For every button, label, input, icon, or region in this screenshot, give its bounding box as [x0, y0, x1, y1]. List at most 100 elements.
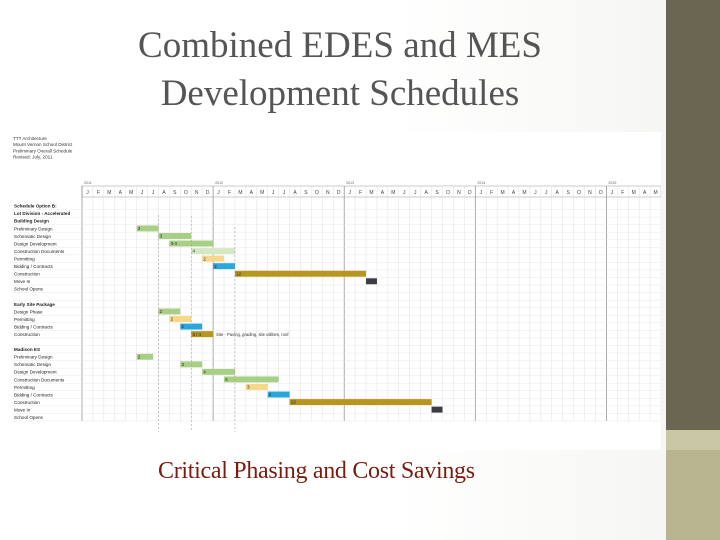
site-annotation: Site - Paving, grading, site utilities, … — [216, 332, 289, 337]
bar-duration-label: 2 — [182, 324, 185, 329]
month-label: S — [435, 190, 439, 196]
bar-duration-label: 2 — [138, 354, 141, 359]
month-label: J — [545, 190, 548, 196]
row-label: Schedule Option B: — [14, 204, 57, 209]
sidebar-decoration-band — [666, 430, 720, 450]
slide-title-line-1: Combined EDES and MES — [138, 25, 542, 66]
month-label: M — [522, 190, 526, 196]
chart-header-line: Preliminary Overall Schedule — [13, 148, 73, 153]
year-label: 2014 — [477, 181, 485, 185]
month-label: N — [195, 190, 199, 196]
chart-header-line: TTT Architecture — [13, 136, 47, 141]
month-label: A — [250, 190, 254, 196]
month-label: O — [315, 190, 319, 196]
month-label: J — [272, 190, 275, 196]
month-label: S — [304, 190, 308, 196]
month-label: A — [556, 190, 560, 196]
bar-duration-label: 2 — [214, 264, 217, 269]
month-label: J — [414, 190, 417, 196]
row-label: Permitting — [14, 256, 35, 261]
month-label: F — [97, 190, 100, 196]
gantt-bar — [169, 316, 192, 322]
gantt-bar — [158, 233, 192, 239]
month-label: N — [588, 190, 592, 196]
row-label: Preliminary Design — [14, 355, 53, 360]
row-label: Early Site Package — [14, 302, 55, 307]
gantt-bar — [289, 399, 432, 406]
gantt-bar — [224, 376, 279, 383]
year-label: 2015 — [608, 181, 616, 185]
gantt-bar — [234, 270, 367, 277]
row-label: Permitting — [14, 385, 35, 390]
row-label: School Opens — [14, 415, 44, 420]
bar-duration-label: 13 — [291, 400, 296, 405]
month-label: O — [446, 190, 450, 196]
schedule-gantt-chart: TTT Architecture Mount Vernon School Dist… — [10, 132, 662, 450]
year-label: 2011 — [84, 181, 92, 185]
month-label: F — [621, 190, 624, 196]
month-label: A — [293, 190, 297, 196]
month-label: D — [599, 190, 603, 196]
gantt-bar — [245, 384, 268, 390]
row-label: Schematic Design — [14, 234, 51, 239]
bar-duration-label: 3-4 — [171, 241, 178, 246]
month-label: S — [173, 190, 177, 196]
bar-duration-label: 2 — [203, 256, 206, 261]
month-label: M — [238, 190, 242, 196]
year-label: 2013 — [346, 181, 354, 185]
month-label: A — [119, 190, 123, 196]
month-label: N — [457, 190, 461, 196]
bar-duration-label: 6 — [225, 377, 228, 382]
month-label: J — [611, 190, 614, 196]
gantt-bar — [169, 240, 214, 247]
row-label: Move In — [14, 279, 31, 284]
row-label: Design Phase — [14, 309, 43, 314]
month-label: J — [86, 190, 89, 196]
month-label: M — [653, 190, 657, 196]
bar-duration-label: 3 — [182, 362, 185, 367]
gantt-bar — [136, 353, 154, 360]
bar-duration-label: 2 — [171, 317, 174, 322]
month-label: F — [228, 190, 231, 196]
row-label: Madison ES — [14, 347, 40, 352]
row-label: Construction — [14, 272, 40, 277]
month-label: J — [152, 190, 155, 196]
gantt-bar — [191, 331, 214, 338]
month-label: M — [129, 190, 133, 196]
gantt-bar — [213, 263, 235, 270]
gantt-bar — [202, 255, 225, 262]
month-label: A — [512, 190, 516, 196]
bar-duration-label: 4 — [192, 249, 195, 254]
bar-duration-label: 2 — [269, 392, 272, 397]
row-label: Construction — [14, 332, 40, 337]
row-label: Permitting — [14, 317, 35, 322]
month-label: J — [479, 190, 482, 196]
gantt-bar — [267, 391, 290, 398]
row-label: Construction — [14, 400, 40, 405]
row-label: Bidding / Contracts — [14, 392, 54, 397]
month-label: S — [566, 190, 570, 196]
chart-header-line: Mount Vernon School District — [13, 142, 73, 147]
month-label: J — [403, 190, 406, 196]
month-label: A — [381, 190, 385, 196]
month-label: A — [643, 190, 647, 196]
month-label: D — [468, 190, 472, 196]
month-label: J — [217, 190, 220, 196]
gantt-bar — [202, 368, 235, 375]
slide-title: Combined EDES and MES Development Schedu… — [60, 22, 620, 118]
gantt-bar — [136, 225, 159, 232]
bar-duration-label: 3 — [160, 234, 163, 239]
month-label: J — [348, 190, 351, 196]
bar-duration-label: 3 / 4 — [192, 332, 201, 337]
row-label: School Opens — [14, 287, 44, 292]
month-label: D — [337, 190, 341, 196]
bar-duration-label: 3 — [247, 385, 250, 390]
bar-duration-label: 2 — [138, 226, 141, 231]
row-label: Bidding / Contracts — [14, 264, 54, 269]
month-label: F — [359, 190, 362, 196]
row-label: Lot Division - Accelerated — [14, 211, 70, 216]
month-label: M — [391, 190, 395, 196]
month-label: A — [424, 190, 428, 196]
row-label: Construction Documents — [14, 249, 65, 254]
